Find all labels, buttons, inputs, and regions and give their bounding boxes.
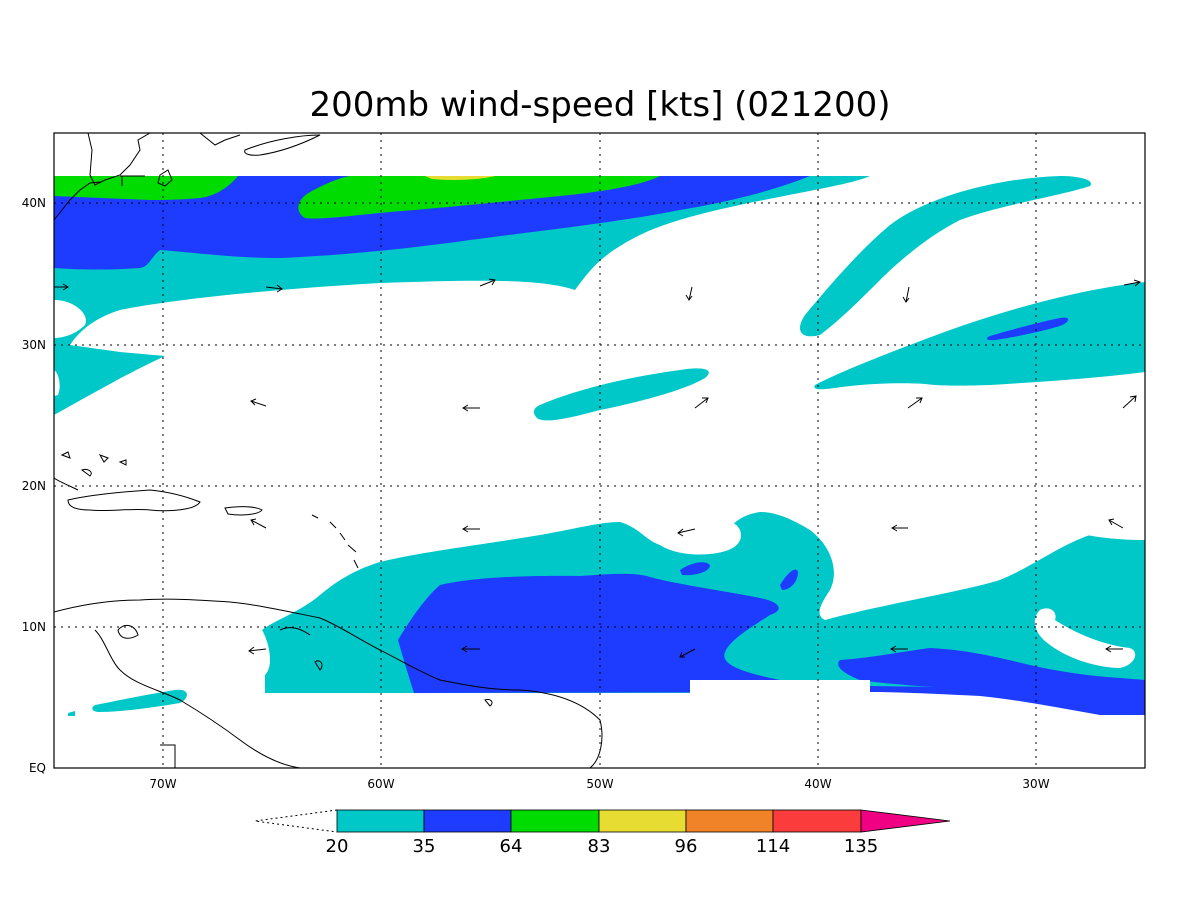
colorbar-label: 83 <box>588 836 611 857</box>
shade-north-yellow <box>425 176 495 180</box>
shade-ne-band-2 <box>814 282 1145 390</box>
shade-south-blue-2 <box>680 562 710 576</box>
y-tick-label: 20N <box>22 479 46 493</box>
x-tick-label: 60W <box>367 777 394 791</box>
coastlines <box>54 133 603 768</box>
colorbar-swatch <box>423 809 512 833</box>
wind-arrow <box>902 286 910 303</box>
colorbar-label: 96 <box>675 836 698 857</box>
x-tick-label: 40W <box>804 777 831 791</box>
shade-mid-cyan-blob <box>533 368 709 421</box>
colorbar-label: 35 <box>413 836 436 857</box>
colorbar-swatch <box>336 809 425 833</box>
wind-vectors <box>54 278 1142 658</box>
wind-arrow <box>479 278 496 287</box>
shade-ne-blue-blob <box>987 317 1069 341</box>
chart-title: 200mb wind-speed [kts] (021200) <box>310 85 891 125</box>
wind-arrow <box>1105 645 1123 653</box>
shade-north-green-2 <box>298 176 660 219</box>
wind-arrow <box>677 528 696 537</box>
wind-arrow <box>685 286 693 301</box>
x-tick-label: 70W <box>149 777 176 791</box>
colorbar-swatch <box>598 809 687 833</box>
colorbar-label: 64 <box>500 836 523 857</box>
shade-south-blue-3 <box>780 569 798 590</box>
graticule <box>54 133 1145 768</box>
wind-arrow <box>679 648 696 658</box>
y-axis: EQ 10N 20N 30N 40N <box>22 196 46 775</box>
wind-arrow <box>54 283 69 291</box>
y-tick-label: 30N <box>22 338 46 352</box>
shade-north-blue <box>54 176 810 270</box>
plot-frame <box>53 132 1146 769</box>
wind-arrow <box>461 645 480 653</box>
wind-arrow <box>890 645 908 653</box>
y-tick-label: EQ <box>29 761 46 775</box>
colorbar-label: 20 <box>326 836 349 857</box>
x-axis: 70W 60W 50W 40W 30W <box>149 777 1049 791</box>
wind-arrow <box>265 284 283 293</box>
wind-arrow <box>694 397 709 409</box>
x-tick-label: 30W <box>1022 777 1049 791</box>
wind-arrow <box>250 398 267 407</box>
colorbar-swatch <box>772 809 862 833</box>
wind-arrow <box>248 646 267 655</box>
wind-arrow <box>250 518 267 529</box>
wind-arrow <box>907 397 923 409</box>
y-tick-label: 40N <box>22 196 46 210</box>
wind-arrow <box>1108 518 1124 529</box>
colorbar-label: 135 <box>844 836 878 857</box>
shade-ne-band-1 <box>800 176 1091 337</box>
wind-arrow <box>1122 395 1137 409</box>
shade-south-blue <box>398 573 870 693</box>
wind-arrow <box>1123 279 1142 287</box>
colorbar-high-triangle <box>860 809 951 833</box>
colorbar: 20 35 64 83 96 114 135 <box>254 809 951 857</box>
wind-arrow <box>462 525 480 533</box>
wind-arrow <box>891 524 908 532</box>
colorbar-low-triangle <box>254 809 338 833</box>
shading-layer <box>54 176 1145 768</box>
colorbar-swatch <box>510 809 600 833</box>
colorbar-swatch <box>685 809 774 833</box>
shade-sw-cyan <box>92 689 187 712</box>
y-tick-label: 10N <box>22 620 46 634</box>
wind-arrow <box>462 404 480 412</box>
x-tick-label: 50W <box>586 777 613 791</box>
colorbar-label: 114 <box>756 836 790 857</box>
